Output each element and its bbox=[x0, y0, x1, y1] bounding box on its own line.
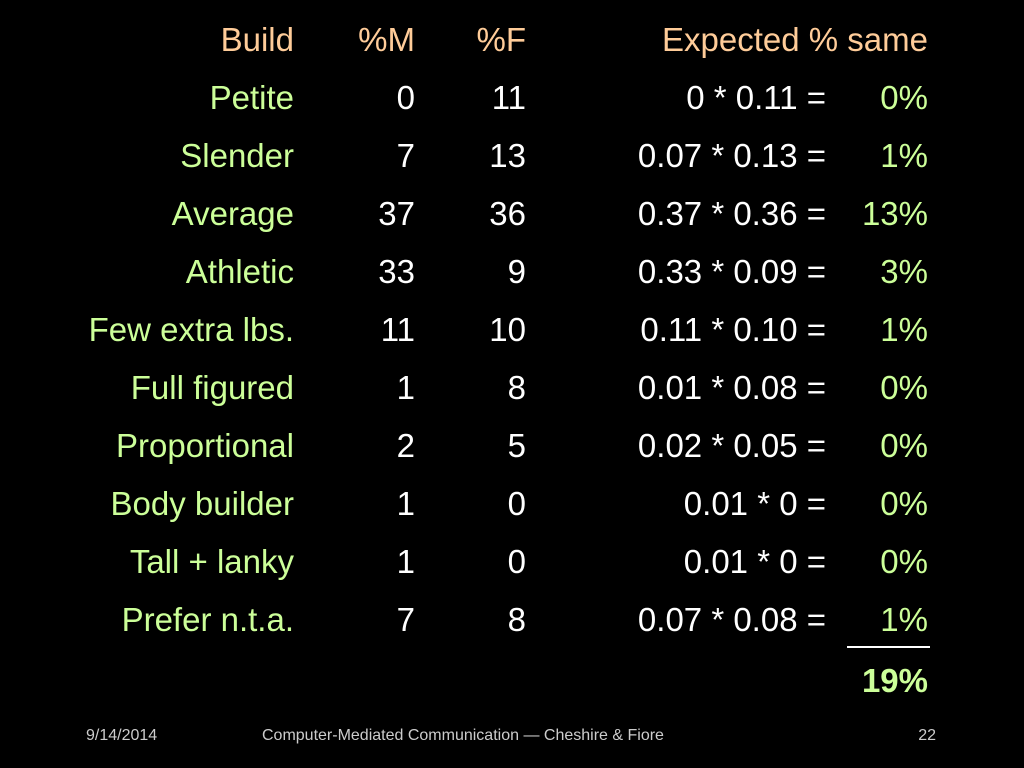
row-percent-male: 1 bbox=[396, 485, 415, 522]
row-build-label: Full figured bbox=[130, 369, 294, 406]
row-percent-male: 7 bbox=[396, 601, 415, 638]
row-build-label: Slender bbox=[180, 137, 294, 174]
row-expected-percent: 0% bbox=[880, 369, 928, 406]
row-expected-percent: 1% bbox=[880, 601, 928, 638]
row-expression: 0.02 * 0.05 = bbox=[637, 427, 826, 464]
row-build-label: Few extra lbs. bbox=[88, 311, 294, 348]
row-build-label: Prefer n.t.a. bbox=[121, 601, 294, 638]
total-expected-percent: 19% bbox=[861, 662, 928, 699]
row-percent-male: 37 bbox=[378, 195, 415, 232]
row-expression: 0 * 0.11 = bbox=[686, 79, 826, 116]
slide-number: 22 bbox=[918, 727, 936, 744]
row-build-label: Tall + lanky bbox=[129, 543, 294, 580]
row-build-label: Proportional bbox=[116, 427, 294, 464]
row-expression: 0.11 * 0.10 = bbox=[640, 311, 826, 348]
row-expression: 0.01 * 0 = bbox=[683, 485, 826, 522]
footer-title: Computer-Mediated Communication — Cheshi… bbox=[262, 727, 664, 744]
header-build: Build bbox=[220, 21, 294, 58]
row-expected-percent: 0% bbox=[880, 485, 928, 522]
row-percent-female: 9 bbox=[507, 253, 526, 290]
row-percent-female: 8 bbox=[507, 601, 526, 638]
row-expected-percent: 1% bbox=[880, 137, 928, 174]
row-percent-male: 1 bbox=[396, 543, 415, 580]
row-expression: 0.33 * 0.09 = bbox=[637, 253, 826, 290]
row-percent-male: 7 bbox=[396, 137, 415, 174]
row-expression: 0.07 * 0.13 = bbox=[637, 137, 826, 174]
row-expression: 0.37 * 0.36 = bbox=[637, 195, 826, 232]
footer-date: 9/14/2014 bbox=[86, 727, 158, 744]
header-percent-male: %M bbox=[358, 21, 415, 58]
row-expression: 0.07 * 0.08 = bbox=[637, 601, 826, 638]
row-expected-percent: 13% bbox=[861, 195, 928, 232]
row-percent-female: 36 bbox=[489, 195, 526, 232]
row-build-label: Average bbox=[171, 195, 294, 232]
sum-divider bbox=[847, 646, 930, 648]
row-expression: 0.01 * 0 = bbox=[683, 543, 826, 580]
row-percent-female: 5 bbox=[507, 427, 526, 464]
row-percent-female: 0 bbox=[507, 543, 526, 580]
row-percent-female: 0 bbox=[507, 485, 526, 522]
row-percent-male: 33 bbox=[378, 253, 415, 290]
row-build-label: Body builder bbox=[110, 485, 294, 522]
row-expected-percent: 3% bbox=[880, 253, 928, 290]
row-expected-percent: 0% bbox=[880, 543, 928, 580]
row-expression: 0.01 * 0.08 = bbox=[637, 369, 826, 406]
row-expected-percent: 0% bbox=[880, 79, 928, 116]
row-percent-female: 13 bbox=[489, 137, 526, 174]
row-percent-male: 11 bbox=[380, 311, 415, 348]
row-percent-male: 0 bbox=[396, 79, 415, 116]
row-build-label: Athletic bbox=[185, 253, 294, 290]
row-percent-female: 8 bbox=[507, 369, 526, 406]
row-build-label: Petite bbox=[209, 79, 294, 116]
row-expected-percent: 0% bbox=[880, 427, 928, 464]
row-percent-male: 2 bbox=[396, 427, 415, 464]
header-expected-same: Expected % same bbox=[662, 21, 928, 58]
row-expected-percent: 1% bbox=[880, 311, 928, 348]
header-percent-female: %F bbox=[476, 21, 527, 58]
row-percent-female: 11 bbox=[491, 79, 526, 116]
row-percent-female: 10 bbox=[489, 311, 526, 348]
row-percent-male: 1 bbox=[396, 369, 415, 406]
